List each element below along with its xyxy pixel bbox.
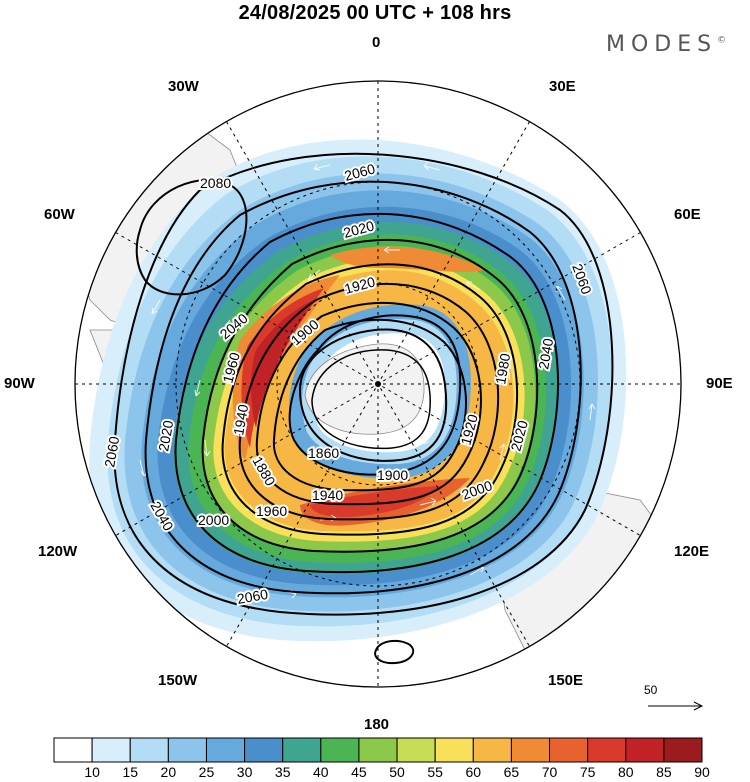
colorbar-swatch	[587, 737, 627, 763]
colorbar-swatch	[282, 737, 322, 763]
land-antarctica-overlay	[304, 343, 425, 435]
reference-vector-label: 50	[644, 683, 658, 697]
contour-label: 1960	[256, 503, 287, 519]
colorbar-tick-label: 65	[503, 764, 520, 780]
colorbar-swatch	[91, 737, 131, 763]
colorbar-swatch	[510, 737, 551, 763]
lon-label-30w: 30W	[168, 78, 199, 95]
colorbar-tick-label: 40	[313, 764, 329, 780]
lon-label-120w: 120W	[38, 543, 78, 560]
lon-label-60e: 60E	[674, 206, 701, 223]
contour-1880	[298, 328, 448, 462]
brand-mark: ©	[717, 35, 727, 46]
colorbar-tick-label: 45	[351, 764, 367, 780]
contour-1980	[221, 263, 519, 536]
brand-logo: MODES©	[606, 32, 726, 57]
lon-label-120e: 120E	[674, 543, 710, 560]
contour-1960	[238, 282, 500, 521]
contour-1900	[288, 314, 462, 476]
colorbar-tick-label: 15	[122, 764, 139, 780]
contour-2080-high	[135, 179, 248, 296]
contour-label: 2080	[200, 175, 231, 191]
colorbar-swatch	[129, 737, 169, 763]
lon-label-0: 0	[372, 34, 381, 51]
contour-2040	[144, 180, 582, 595]
colorbar-swatch	[358, 737, 398, 763]
colorbar-swatch	[167, 737, 207, 763]
colorbar-tick-label: 90	[694, 764, 710, 780]
colorbar-swatch	[663, 737, 703, 763]
colorbar-swatch	[434, 737, 474, 763]
band-70	[232, 275, 340, 460]
lon-label-150w: 150W	[158, 672, 198, 689]
lon-label-180: 180	[364, 716, 390, 733]
colorbar	[53, 737, 703, 763]
colorbar-tick-label: 10	[84, 764, 100, 780]
colorbar-swatch	[625, 737, 665, 763]
lon-label-60w: 60W	[44, 206, 75, 223]
lon-label-90w: 90W	[4, 375, 35, 392]
colorbar-swatch	[472, 737, 512, 763]
brand-name: MODES	[606, 32, 718, 57]
colorbar-tick-label: 20	[160, 764, 177, 780]
contour-label: 1900	[377, 467, 408, 483]
band-80-south	[310, 486, 440, 518]
colorbar-tick-label: 75	[579, 764, 596, 780]
height-contours	[113, 152, 614, 665]
south-pole-marker	[375, 381, 381, 387]
lon-label-150e: 150E	[548, 672, 584, 689]
colorbar-tick-labels: 10 15 20 25 30 35 40 45 50 55 60 65 70 75 80 85 90	[0, 764, 750, 782]
lon-label-30e: 30E	[549, 78, 576, 95]
colorbar-swatch	[205, 737, 246, 763]
colorbar-tick-label: 70	[541, 764, 558, 780]
colorbar-tick-label: 35	[274, 764, 291, 780]
contour-1940	[255, 301, 482, 506]
contour-1860	[311, 349, 431, 450]
map-title: 24/08/2025 00 UTC + 108 hrs	[238, 2, 512, 24]
colorbar-tick-label: 55	[427, 764, 443, 780]
colorbar-swatch	[549, 737, 589, 763]
colorbar-tick-label: 30	[236, 764, 253, 780]
colorbar-tick-label: 25	[198, 764, 215, 780]
contour-2020	[174, 212, 559, 574]
band-85	[251, 300, 314, 428]
colorbar-tick-label: 80	[617, 764, 634, 780]
contour-label: 2000	[198, 512, 229, 528]
colorbar-swatch	[244, 737, 284, 763]
lon-label-90e: 90E	[706, 375, 733, 392]
colorbar-swatch	[320, 737, 360, 763]
land-asia-north	[559, 129, 661, 221]
colorbar-tick-label: 60	[465, 764, 482, 780]
colorbar-swatch	[53, 737, 93, 763]
reference-vector-arrow	[648, 701, 704, 711]
contour-label: 1940	[312, 487, 343, 503]
contour-2000	[201, 238, 539, 553]
map-boundary	[74, 80, 682, 688]
contour-2060	[113, 152, 614, 616]
contour-1920	[272, 318, 467, 492]
colorbar-tick-label: 50	[389, 764, 405, 780]
contour-label: 1860	[308, 445, 339, 461]
contour-south-small	[374, 639, 415, 665]
colorbar-swatch	[396, 737, 436, 763]
colorbar-tick-label: 85	[656, 764, 672, 780]
